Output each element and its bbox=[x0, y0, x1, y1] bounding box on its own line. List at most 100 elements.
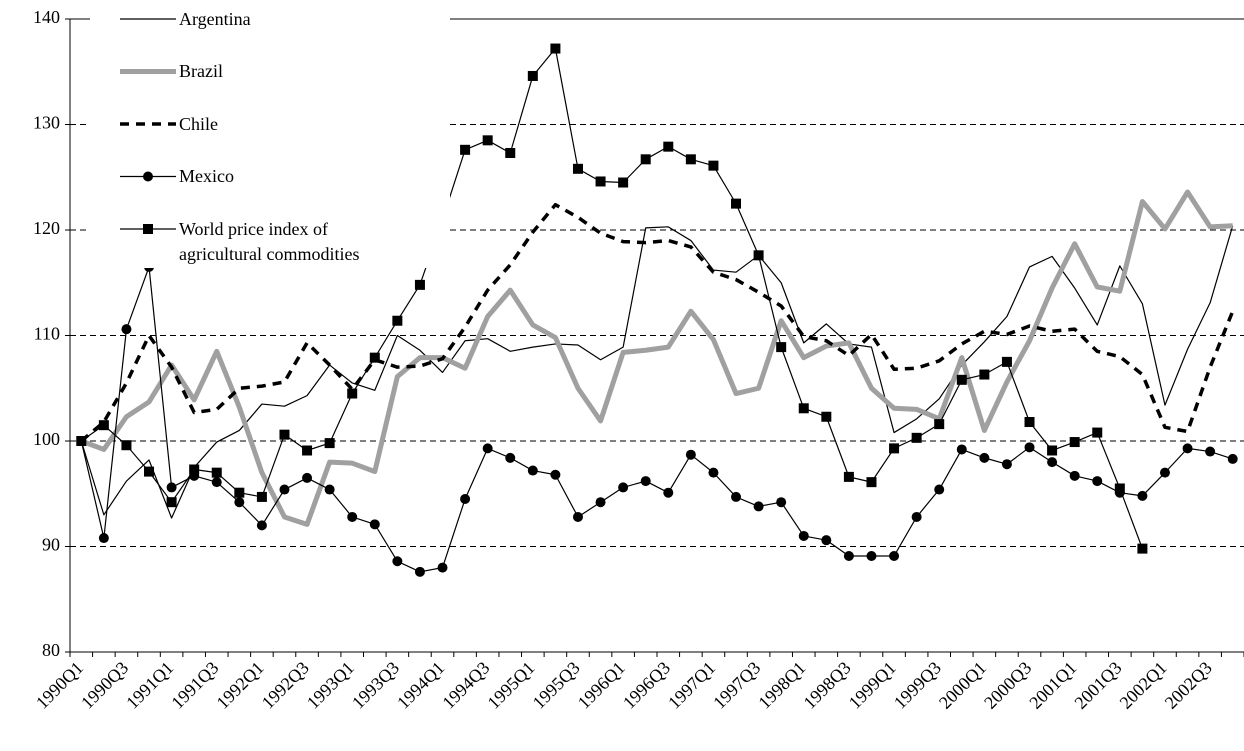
point bbox=[1001, 459, 1012, 470]
series-line bbox=[80, 202, 1235, 443]
y-tick-label: 140 bbox=[33, 7, 60, 27]
point bbox=[956, 444, 967, 455]
point bbox=[414, 279, 425, 290]
legend-label: Mexico bbox=[179, 166, 234, 186]
point bbox=[550, 43, 561, 54]
x-tick-label: 1995Q1 bbox=[483, 658, 538, 713]
point bbox=[505, 452, 516, 463]
x-tick-label: 1997Q3 bbox=[709, 658, 764, 713]
point bbox=[482, 135, 493, 146]
x-tick-label: 1999Q1 bbox=[845, 658, 900, 713]
point bbox=[731, 491, 742, 502]
x-tick-label: 1994Q3 bbox=[438, 658, 493, 713]
point bbox=[392, 556, 403, 567]
x-tick-label: 2000Q3 bbox=[980, 658, 1035, 713]
point bbox=[324, 438, 335, 449]
point bbox=[889, 550, 900, 561]
point bbox=[369, 352, 380, 363]
x-tick-label: 2002Q1 bbox=[1116, 658, 1171, 713]
point bbox=[1047, 457, 1058, 468]
x-tick-label: 1991Q3 bbox=[167, 658, 222, 713]
point bbox=[776, 497, 787, 508]
point bbox=[979, 452, 990, 463]
point bbox=[414, 566, 425, 577]
point bbox=[595, 176, 606, 187]
x-tick-label: 1992Q3 bbox=[258, 658, 313, 713]
point bbox=[256, 491, 267, 502]
y-tick-label: 120 bbox=[33, 218, 60, 238]
point bbox=[911, 432, 922, 443]
x-tick-label: 1998Q1 bbox=[754, 658, 809, 713]
point bbox=[1182, 443, 1193, 454]
point bbox=[934, 484, 945, 495]
point bbox=[527, 70, 538, 81]
point bbox=[685, 154, 696, 165]
point bbox=[731, 198, 742, 209]
point bbox=[1024, 417, 1035, 428]
point bbox=[798, 403, 809, 414]
x-tick-label: 1997Q1 bbox=[664, 658, 719, 713]
x-tick-label: 1999Q3 bbox=[890, 658, 945, 713]
point bbox=[279, 429, 290, 440]
point bbox=[821, 411, 832, 422]
point bbox=[572, 163, 583, 174]
point bbox=[708, 160, 719, 171]
point bbox=[1114, 483, 1125, 494]
x-tick-label: 2001Q1 bbox=[1025, 658, 1080, 713]
point bbox=[595, 497, 606, 508]
point bbox=[798, 530, 809, 541]
point bbox=[843, 471, 854, 482]
x-tick-label: 1990Q3 bbox=[77, 658, 132, 713]
legend-entry: Chile bbox=[179, 114, 218, 134]
point bbox=[143, 171, 153, 182]
point bbox=[1205, 446, 1216, 457]
point bbox=[460, 144, 471, 155]
point bbox=[211, 467, 222, 478]
point bbox=[347, 388, 358, 399]
series-line bbox=[80, 225, 1234, 519]
point bbox=[369, 519, 380, 530]
point bbox=[302, 445, 313, 456]
point bbox=[460, 494, 471, 505]
point bbox=[1159, 467, 1170, 478]
point bbox=[166, 482, 177, 493]
x-tick-label: 1992Q1 bbox=[212, 658, 267, 713]
point bbox=[618, 482, 629, 493]
x-tick-label: 1996Q1 bbox=[574, 658, 629, 713]
point bbox=[98, 533, 109, 544]
point bbox=[663, 487, 674, 498]
legend-entry: Argentina bbox=[179, 9, 251, 29]
legend-entry: Mexico bbox=[179, 166, 234, 186]
x-tick-label: 1993Q3 bbox=[348, 658, 403, 713]
x-tick-label: 1993Q1 bbox=[303, 658, 358, 713]
point bbox=[347, 511, 358, 522]
point bbox=[866, 550, 877, 561]
legend-label: World price index of agricultural commod… bbox=[179, 218, 360, 264]
legend-label: Brazil bbox=[179, 61, 223, 81]
point bbox=[234, 497, 245, 508]
point bbox=[1024, 442, 1035, 453]
point bbox=[324, 484, 335, 495]
point bbox=[437, 562, 448, 573]
point bbox=[776, 342, 787, 353]
point bbox=[1137, 543, 1148, 554]
y-tick-label: 130 bbox=[33, 113, 60, 133]
x-tick-label: 2001Q3 bbox=[1070, 658, 1125, 713]
point bbox=[234, 487, 245, 498]
point bbox=[1092, 427, 1103, 438]
point bbox=[934, 419, 945, 430]
point bbox=[1092, 476, 1103, 487]
y-tick-label: 80 bbox=[42, 640, 60, 660]
point bbox=[143, 224, 153, 234]
point bbox=[392, 315, 403, 326]
point bbox=[911, 511, 922, 522]
x-tick-label: 1996Q3 bbox=[619, 658, 674, 713]
y-tick-label: 100 bbox=[33, 429, 60, 449]
point bbox=[527, 465, 538, 476]
point bbox=[753, 501, 764, 512]
legend-entry: World price index of agricultural commod… bbox=[179, 218, 360, 264]
point bbox=[1069, 437, 1080, 448]
point bbox=[1227, 453, 1238, 464]
point bbox=[640, 154, 651, 165]
